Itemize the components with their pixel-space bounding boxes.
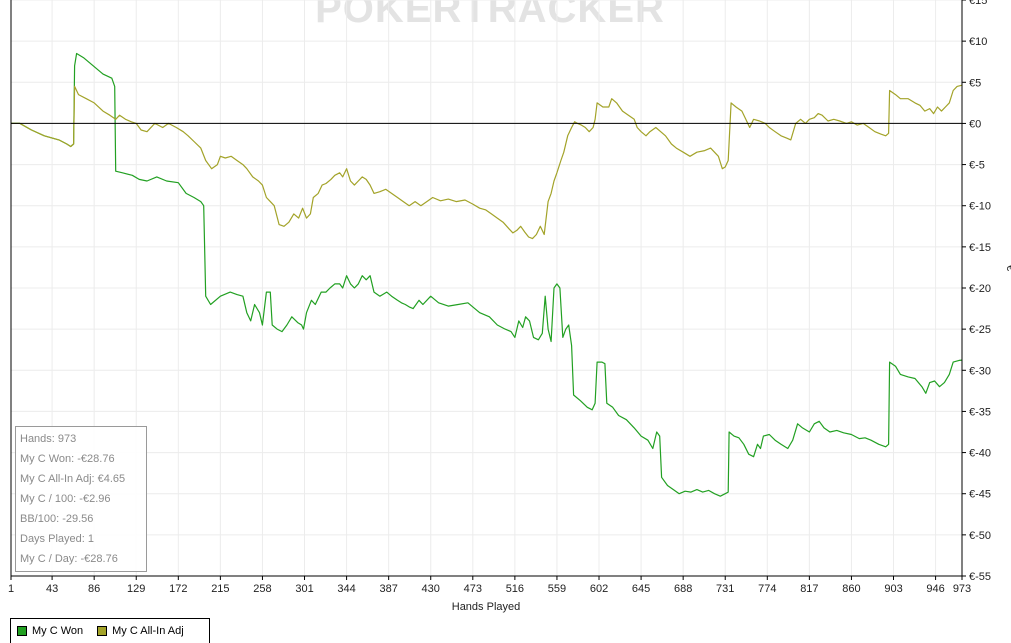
series-line-my-c-won [11, 52, 963, 497]
stat-days-played: Days Played: 1 [20, 533, 94, 545]
legend-label-allin-adj: My C All-In Adj [112, 625, 184, 637]
x-tick-label: 645 [632, 583, 650, 595]
legend: My C Won My C All-In Adj [10, 618, 210, 643]
x-tick-label: 860 [842, 583, 860, 595]
legend-item-allin-adj[interactable]: My C All-In Adj [97, 625, 184, 637]
watermark: POKERTRACKER [315, 0, 665, 31]
x-tick-label: 973 [953, 583, 971, 595]
x-tick-label: 774 [758, 583, 776, 595]
y-tick-label: €-35 [969, 406, 991, 418]
y-tick-label: €-25 [969, 324, 991, 336]
y-tick-label: €5 [969, 77, 981, 89]
y-tick-label: €-40 [969, 448, 991, 460]
y-axis-title: € [1004, 265, 1011, 271]
x-tick-label: 43 [46, 583, 58, 595]
stat-bb-100: BB/100: -29.56 [20, 513, 94, 525]
y-tick-label: €-20 [969, 283, 991, 295]
x-tick-label: 731 [716, 583, 734, 595]
x-tick-label: 516 [506, 583, 524, 595]
stat-won: My C Won: -€28.76 [20, 453, 115, 465]
x-axis-ticks: 1 43 86 129 172 215 258 301 344 387 430 473 516 559 60… [8, 576, 971, 595]
x-tick-label: 903 [884, 583, 902, 595]
x-tick-label: 387 [379, 583, 397, 595]
y-tick-label: €10 [969, 36, 987, 48]
y-tick-label: €-5 [969, 160, 985, 172]
y-tick-label: €-15 [969, 242, 991, 254]
x-tick-label: 946 [926, 583, 944, 595]
stat-hands: Hands: 973 [20, 433, 77, 445]
y-tick-label: €-45 [969, 489, 991, 501]
y-tick-label: €-10 [969, 201, 991, 213]
series-lines [11, 52, 963, 497]
y-tick-label: €-30 [969, 365, 991, 377]
x-tick-label: 430 [422, 583, 440, 595]
x-tick-label: 258 [253, 583, 271, 595]
x-tick-label: 301 [295, 583, 313, 595]
x-tick-label: 172 [169, 583, 187, 595]
x-tick-label: 86 [88, 583, 100, 595]
y-axis-ticks: €15 €10 €5 €0 €-5 €-10 €-15 €-20 €-25 €-30 €-35 €-4… [962, 0, 991, 583]
x-tick-label: 344 [337, 583, 355, 595]
x-tick-label: 817 [800, 583, 818, 595]
legend-swatch-allin-adj [97, 626, 108, 636]
x-tick-label: 215 [211, 583, 229, 595]
y-tick-label: €15 [969, 0, 987, 7]
x-tick-label: 602 [590, 583, 608, 595]
stat-allin-adj: My C All-In Adj: €4.65 [20, 473, 126, 485]
stat-per-day: My C / Day: -€28.76 [20, 553, 118, 565]
x-tick-label: 473 [464, 583, 482, 595]
stat-per-100: My C / 100: -€2.96 [20, 493, 111, 505]
legend-label-won: My C Won [32, 625, 84, 637]
legend-item-won[interactable]: My C Won [17, 625, 83, 637]
x-tick-label: 559 [548, 583, 566, 595]
legend-swatch-won [17, 626, 27, 636]
x-tick-label: 129 [127, 583, 145, 595]
x-tick-label: 688 [674, 583, 692, 595]
x-axis-title: Hands Played [452, 601, 521, 613]
x-tick-label: 1 [8, 583, 14, 595]
stats-box: Hands: 973 My C Won: -€28.76 My C All-In… [15, 426, 147, 572]
grid [11, 0, 963, 577]
y-tick-label: €0 [969, 118, 981, 130]
y-tick-label: €-50 [969, 530, 991, 542]
series-line-my-c-all-in-adj [11, 84, 963, 240]
y-tick-label: €-55 [969, 571, 991, 583]
